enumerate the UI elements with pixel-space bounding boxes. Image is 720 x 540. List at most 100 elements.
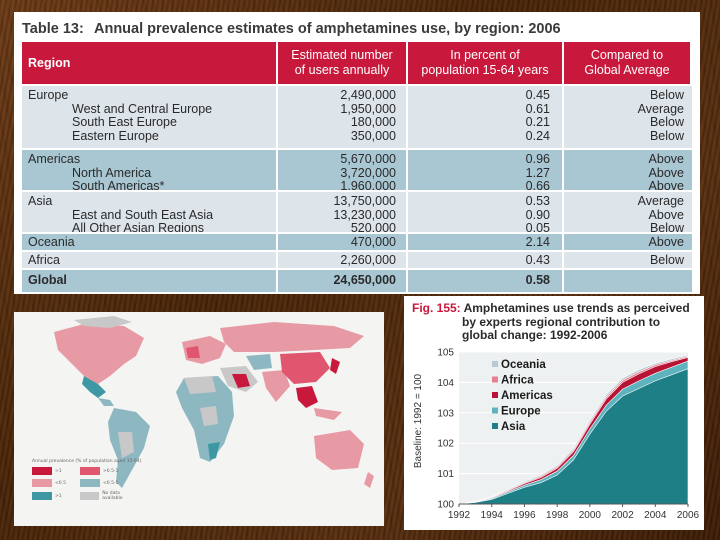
table-oceania-percent-cell: 2.14 xyxy=(408,232,564,250)
map-indonesia xyxy=(314,408,342,420)
map-legend-item: <0.5-1 xyxy=(80,479,140,487)
table-americas-region-cell: Americas North America South Americas* xyxy=(22,148,278,193)
chart-area-asia xyxy=(458,368,689,505)
figure-title-line3: global change: 1992-2006 xyxy=(462,328,608,342)
table-percent-value: 0.05 xyxy=(525,221,550,235)
table-percent-value: 0.61 xyxy=(525,101,550,116)
table-users-value: 13,230,000 xyxy=(333,207,396,222)
map-legend-item: No data available xyxy=(80,491,140,501)
table-users-value: 2,260,000 xyxy=(340,253,396,267)
table-compared-value: Below xyxy=(649,88,684,102)
map-southeast-asia xyxy=(296,386,318,408)
header-region: Region xyxy=(22,42,278,84)
table-users-value: 2,490,000 xyxy=(340,88,396,102)
chart-legend-swatch xyxy=(492,376,498,383)
table-region-value: Oceania xyxy=(28,235,75,249)
chart-legend-label: Asia xyxy=(501,421,526,433)
map-legend-item: <0.5 xyxy=(32,479,80,487)
map-legend-swatch xyxy=(80,479,100,487)
table-asia-region-cell: Asia East and South East Asia All Other As… xyxy=(22,190,278,235)
chart-x-tick-label: 2002 xyxy=(611,510,634,521)
table-users-value: 5,670,000 xyxy=(340,152,396,166)
table-users-value: 1,950,000 xyxy=(340,101,396,116)
chart-y-tick-label: 103 xyxy=(437,408,454,419)
table-compared-value: Below xyxy=(649,115,684,129)
table-americas-compared-cell: Above Above Above xyxy=(564,148,692,193)
table-compared-value: Above xyxy=(648,207,684,222)
prevalence-table: Region Estimated number of users annually… xyxy=(22,42,692,292)
table-region-value: Eastern Europe xyxy=(72,128,159,143)
table-13-panel: Table 13: Annual prevalence estimates of … xyxy=(14,12,700,294)
table-percent-value: 0.21 xyxy=(525,115,550,129)
map-legend-label: >1 xyxy=(55,493,62,499)
table-oceania-compared-cell: Above xyxy=(564,232,692,250)
table-users-value: 1,960,000 xyxy=(340,179,396,193)
table-compared-value: Above xyxy=(648,235,684,249)
header-percent-line1: In percent of xyxy=(450,48,520,62)
table-global-users-value: 24,650,000 xyxy=(333,273,396,287)
map-india xyxy=(262,370,290,402)
figure-title-line1: Amphetamines use trends as perceived xyxy=(463,301,690,315)
header-compared-line1: Compared to xyxy=(590,48,664,62)
figure-number: Fig. 155: xyxy=(412,301,461,315)
map-west-europe xyxy=(186,346,200,358)
table-americas-percent-cell: 0.96 1.27 0.66 xyxy=(408,148,564,193)
table-users-value: 180,000 xyxy=(350,115,396,129)
table-asia-users-cell: 13,750,000 13,230,000 520,000 xyxy=(278,190,408,235)
table-number: Table 13: xyxy=(22,21,84,37)
chart-legend-swatch xyxy=(492,407,498,414)
map-central-asia xyxy=(246,354,272,370)
header-compared-line2: Global Average xyxy=(584,63,670,77)
table-percent-value: 0.96 xyxy=(525,152,550,166)
table-region-value: Americas xyxy=(28,152,81,166)
table-users-value: 470,000 xyxy=(350,235,396,249)
world-map-panel: Annual prevalence (% of population aged … xyxy=(14,312,384,526)
table-title-text: Annual prevalence estimates of amphetami… xyxy=(94,21,561,37)
map-legend-label: >0.5-1 xyxy=(103,468,119,474)
table-region-value: West and Central Europe xyxy=(72,101,213,116)
table-europe-users-cell: 2,490,000 1,950,000 180,000 350,000 xyxy=(278,84,408,148)
table-percent-value: 0.45 xyxy=(525,88,550,102)
trend-chart: Baseline: 1992 = 100 100 101 102 103 104 105 1… xyxy=(413,348,700,522)
map-legend-label: >1 xyxy=(55,468,62,474)
chart-legend-label: Americas xyxy=(501,390,553,402)
map-legend: Annual prevalence (% of population aged … xyxy=(32,459,182,501)
table-compared-value: Below xyxy=(649,253,684,267)
map-legend-label: <0.5 xyxy=(55,480,66,486)
table-region-value: All Other Asian Regions xyxy=(72,221,205,235)
table-region-value: Europe xyxy=(28,88,69,102)
header-compared: Compared to Global Average xyxy=(564,42,692,84)
map-legend-swatch xyxy=(32,467,52,475)
table-global-percent-cell: 0.58 xyxy=(408,268,564,292)
map-brazil-nodata xyxy=(118,432,134,458)
world-map xyxy=(14,312,384,526)
map-central-africa xyxy=(200,406,218,426)
table-global-compared-cell xyxy=(564,268,692,292)
table-europe-percent-cell: 0.45 0.61 0.21 0.24 xyxy=(408,84,564,148)
table-region-value: South Americas* xyxy=(72,179,165,193)
map-china xyxy=(280,352,330,384)
map-saudi-arabia xyxy=(232,374,250,388)
table-region-value: Asia xyxy=(28,194,53,208)
map-greenland-arctic xyxy=(74,316,132,328)
map-japan xyxy=(330,358,340,374)
chart-x-tick-label: 2000 xyxy=(579,510,602,521)
map-legend-swatch xyxy=(32,479,52,487)
chart-legend-label: Africa xyxy=(501,375,534,387)
chart-y-tick-label: 105 xyxy=(437,348,454,359)
chart-x-tick-label: 1992 xyxy=(448,510,471,521)
table-americas-users-cell: 5,670,000 3,720,000 1,960,000 xyxy=(278,148,408,193)
map-legend-swatch xyxy=(80,467,100,475)
chart-legend-label: Oceania xyxy=(501,359,546,371)
table-asia-compared-cell: Average Above Below xyxy=(564,190,692,235)
figure-155-panel: Fig. 155: Amphetamines use trends as per… xyxy=(404,296,704,530)
chart-x-tick-label: 2004 xyxy=(644,510,667,521)
chart-y-axis-label: Baseline: 1992 = 100 xyxy=(413,373,424,468)
map-north-africa xyxy=(184,376,216,394)
map-legend-title: Annual prevalence (% of population aged … xyxy=(32,459,142,464)
table-users-value: 350,000 xyxy=(350,128,396,143)
table-oceania-region-cell: Oceania xyxy=(22,232,278,250)
table-global-percent-value: 0.58 xyxy=(525,273,550,287)
header-users: Estimated number of users annually xyxy=(278,42,408,84)
map-legend-items: >1 >0.5-1 <0.5 <0.5-1 >1 No data available xyxy=(32,467,182,501)
